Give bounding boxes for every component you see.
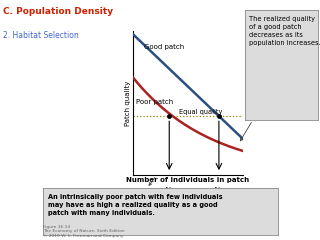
X-axis label: Number of individuals in patch: Number of individuals in patch	[126, 177, 250, 183]
Text: $N_G$: $N_G$	[213, 185, 225, 198]
Text: Good patch: Good patch	[144, 44, 184, 50]
Text: 2. Habitat Selection: 2. Habitat Selection	[3, 31, 79, 40]
Text: Equal quality: Equal quality	[179, 109, 222, 115]
Text: C. Population Density: C. Population Density	[3, 7, 113, 16]
Text: An intrinsically poor patch with few individuals
may have as high a realized qua: An intrinsically poor patch with few ind…	[48, 194, 222, 216]
Text: Figure 16.14
The Economy of Nature, Sixth Edition
© 2010 W. h. Freeman and Compa: Figure 16.14 The Economy of Nature, Sixt…	[43, 225, 125, 238]
Text: The realized quality
of a good patch
decreases as its
population increases.: The realized quality of a good patch dec…	[249, 16, 320, 46]
Y-axis label: Patch quality: Patch quality	[125, 80, 131, 126]
Text: $N_P$: $N_P$	[164, 185, 175, 198]
Text: Poor patch: Poor patch	[136, 99, 173, 105]
